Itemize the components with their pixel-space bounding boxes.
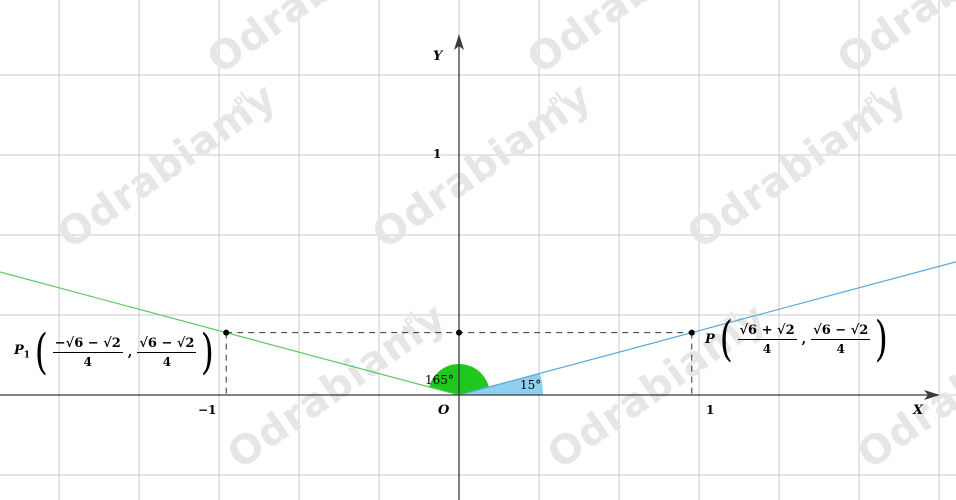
p-y-numerator: √6 − √2 [811, 322, 871, 340]
point-p1-label: P1 ( −√6 − √2 4 , √6 − √2 4 ) [14, 324, 217, 380]
p1-x-denominator: 4 [83, 354, 92, 369]
point-p1-name: P1 [14, 342, 31, 361]
watermark: Odrabiamy.pl [49, 74, 285, 258]
p1-y-fraction: √6 − √2 4 [137, 335, 197, 369]
watermark: Odrabiamy.pl [364, 74, 600, 258]
p1-y-numerator: √6 − √2 [137, 335, 197, 353]
x-tick-minus-one: −1 [198, 403, 216, 417]
origin-label: O [438, 403, 450, 418]
angle-165-label: 165° [425, 373, 454, 387]
p-x-denominator: 4 [762, 341, 772, 356]
point-y-projection-dot [456, 329, 462, 336]
x-axis-arrow-icon [924, 390, 940, 400]
y-tick-one: 1 [433, 147, 441, 161]
watermark: Odrabiamy.pl [199, 0, 435, 83]
watermark-layer: Odrabiamy.pl Odrabiamy.pl Odrabiamy.plOdra… [49, 0, 956, 478]
y-axis-arrow-icon [454, 34, 464, 50]
left-paren: ( [34, 324, 48, 380]
x-axis-label: X [912, 403, 924, 418]
comma: , [127, 344, 133, 360]
p-y-denominator: 4 [836, 341, 845, 356]
point-p-name: P [705, 331, 715, 347]
x-tick-one: 1 [706, 403, 714, 417]
terminal-ray-15 [458, 261, 956, 396]
left-paren: ( [719, 311, 733, 367]
p1-y-denominator: 4 [162, 354, 172, 369]
watermark-text: Odrabiamy [519, 0, 755, 83]
p1-x-fraction: −√6 − √2 4 [52, 335, 123, 369]
watermark: Odrabiamy.pl [679, 74, 915, 258]
p-x-numerator: √6 + √2 [737, 322, 797, 340]
watermark-text: Odrabiamy [199, 0, 435, 83]
right-paren: ) [875, 311, 889, 367]
point-p-dot [688, 329, 695, 336]
right-paren: ) [201, 324, 215, 380]
watermark: Odrabiamy.pl [219, 294, 455, 478]
watermark: Odrabiamy.pl [519, 0, 755, 83]
terminal-ray-165 [0, 271, 460, 396]
comma: , [801, 331, 807, 347]
p1-x-numerator: −√6 − √2 [52, 335, 123, 353]
p-y-fraction: √6 − √2 4 [811, 322, 871, 356]
angle-15-label: 15° [520, 378, 541, 392]
point-p-label: P ( √6 + √2 4 , √6 − √2 4 ) [705, 311, 891, 367]
watermark-text: Odrabiamy [829, 0, 956, 83]
watermark: Odrabiamy.pl [829, 0, 956, 83]
point-p1-dot [223, 329, 230, 336]
p-x-fraction: √6 + √2 4 [737, 322, 797, 356]
y-axis-label: Y [433, 49, 444, 64]
